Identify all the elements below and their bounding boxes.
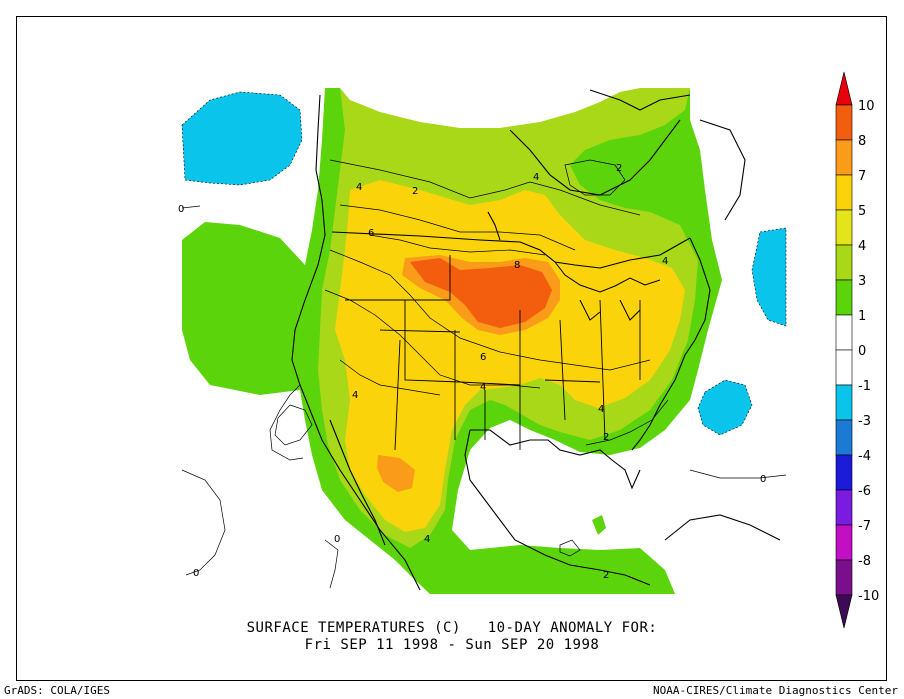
fill-cold-ne [751,227,787,327]
colorbar-label: 4 [858,239,866,254]
state-lines [345,255,641,451]
colorbar-swatch [835,279,853,316]
colorbar-label: -6 [858,484,871,499]
colorbar-swatch [835,244,853,281]
contour-label: 2 [603,432,609,443]
arctic-islands [589,89,746,221]
gulf-coast [470,429,641,490]
contour-label: 4 [356,182,362,193]
contour-labels: 4 2 4 2 6 8 4 6 4 4 4 2 4 2 0 0 0 0 [178,163,766,581]
mexico-east [464,429,651,586]
fill-gulf-white [478,440,690,545]
contour-label: 4 [662,256,668,267]
contour-label: 0 [760,474,766,485]
colorbar-top-arrow [835,71,853,106]
contour-label: 2 [603,570,609,581]
contour-label: 4 [533,172,539,183]
colorbar-label: -3 [858,414,871,429]
colorbar-label: 3 [858,274,866,289]
contour-label: 6 [480,352,486,363]
fill-north-white [340,88,640,128]
baja [329,419,386,546]
colorbar-label: -4 [858,449,871,464]
colorbar-swatch [835,524,853,561]
great-lakes [554,261,661,321]
contour-label: 2 [412,186,418,197]
contour-lines [181,159,787,589]
lake-winnipeg [487,211,501,241]
contour-label: 2 [616,163,622,174]
colorbar-swatch [835,559,853,596]
footer-left: GrADS: COLA/IGES [4,684,110,697]
west-coast [291,94,421,591]
colorbar-swatch [835,139,853,176]
cuba [664,514,781,541]
map-title-line2: Fri SEP 11 1998 - Sun SEP 20 1998 [304,637,600,653]
colorbar-label: 0 [858,344,866,359]
contour-label: 6 [368,228,374,239]
fill-east-white [690,88,786,210]
contour-label: 0 [178,204,184,215]
boundaries [291,89,781,591]
contour-label: 4 [480,382,486,393]
contour-label: 4 [424,534,430,545]
colorbar-label: 7 [858,169,866,184]
colorbar-label: -8 [858,554,871,569]
fill-green-small [592,515,606,535]
colorbar-label: 5 [858,204,866,219]
fill-cold-nw [181,91,303,186]
colorbar-label: 8 [858,134,866,149]
contour-label: 0 [193,568,199,579]
map-title-line1: SURFACE TEMPERATURES (C) 10-DAY ANOMALY … [246,620,658,636]
colorbar-label: -10 [858,589,879,604]
colorbar-swatch [835,104,853,141]
contour-label: 4 [352,390,358,401]
colorbar-swatch [835,349,853,386]
hudson-bay [509,119,681,196]
colorbar-swatch [835,454,853,491]
contour-label: 0 [334,534,340,545]
fill-cold-atlantic [697,379,753,436]
colorbar-label: -1 [858,379,871,394]
colorbar-label: 10 [858,99,875,114]
contour-label: 8 [514,260,520,271]
colorbar-swatch [835,174,853,211]
colorbar-label: 1 [858,309,866,324]
colorbar-swatch [835,384,853,421]
colorbar-swatch [835,209,853,246]
colorbar-label: -7 [858,519,871,534]
contour-label: 4 [598,404,604,415]
fill-darkorange [410,258,552,328]
colorbar-swatch [835,419,853,456]
colorbar-swatch [835,489,853,526]
footer-right: NOAA-CIRES/Climate Diagnostics Center [652,684,898,697]
fill-sw-orange [377,455,415,492]
colorbar-bottom-arrow [835,594,853,629]
east-coast [631,237,711,451]
colorbar-swatch [835,314,853,351]
